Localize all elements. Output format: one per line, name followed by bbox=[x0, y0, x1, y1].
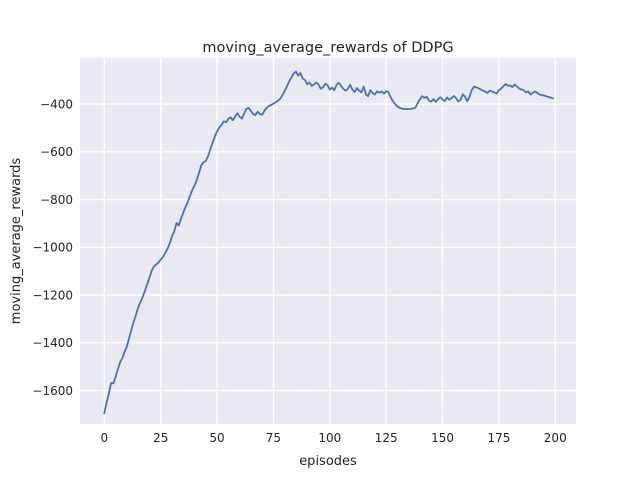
y-tick-label: −800 bbox=[40, 193, 73, 207]
y-tick-label: −1000 bbox=[32, 241, 73, 255]
x-tick-label: 50 bbox=[209, 431, 224, 445]
plot-area bbox=[80, 58, 576, 424]
y-tick-label: −1600 bbox=[32, 384, 73, 398]
x-axis-label: episodes bbox=[299, 454, 357, 469]
gridlines bbox=[80, 58, 576, 424]
x-tick-label: 75 bbox=[266, 431, 281, 445]
x-tick-label: 200 bbox=[544, 431, 567, 445]
x-tick-label: 100 bbox=[318, 431, 341, 445]
x-tick-label: 125 bbox=[375, 431, 398, 445]
reward-line-series bbox=[103, 70, 554, 415]
series-layer bbox=[103, 70, 554, 415]
y-tick-label: −1200 bbox=[32, 288, 73, 302]
x-tick-label: 150 bbox=[431, 431, 454, 445]
y-tick-labels: −400 −600 −800 −1000 −1200 −1400 −1600 bbox=[32, 97, 73, 397]
x-tick-labels: 0 25 50 75 100 125 150 175 200 bbox=[101, 431, 567, 445]
chart-title: moving_average_rewards of DDPG bbox=[202, 40, 453, 56]
y-tick-label: −600 bbox=[40, 145, 73, 159]
x-tick-label: 0 bbox=[101, 431, 109, 445]
y-tick-label: −1400 bbox=[32, 336, 73, 350]
x-tick-label: 175 bbox=[487, 431, 510, 445]
x-tick-label: 25 bbox=[153, 431, 168, 445]
y-axis-label: moving_average_rewards bbox=[9, 158, 24, 325]
y-tick-label: −400 bbox=[40, 97, 73, 111]
